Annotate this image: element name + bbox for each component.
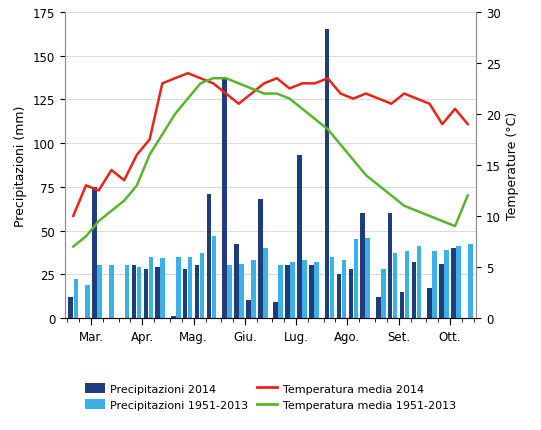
Bar bbox=[329, 257, 334, 318]
Bar bbox=[263, 249, 267, 318]
Bar bbox=[325, 31, 329, 318]
Bar bbox=[456, 247, 460, 318]
Bar bbox=[143, 269, 148, 318]
Bar bbox=[234, 245, 239, 318]
Bar bbox=[451, 249, 456, 318]
Bar bbox=[337, 275, 341, 318]
Bar bbox=[468, 245, 472, 318]
Legend: Precipitazioni 2014, Precipitazioni 1951-2013, Temperatura media 2014, Temperatu: Precipitazioni 2014, Precipitazioni 1951… bbox=[81, 379, 460, 415]
Bar bbox=[246, 301, 250, 318]
Bar bbox=[444, 250, 448, 318]
Bar bbox=[342, 261, 346, 318]
Bar bbox=[161, 259, 165, 318]
Bar bbox=[376, 297, 380, 318]
Bar bbox=[227, 266, 232, 318]
Bar bbox=[309, 266, 314, 318]
Bar bbox=[405, 252, 410, 318]
Bar bbox=[222, 79, 227, 318]
Bar bbox=[137, 267, 141, 318]
Bar bbox=[412, 262, 416, 318]
Bar bbox=[388, 214, 392, 318]
Bar bbox=[439, 264, 444, 318]
Bar bbox=[286, 266, 290, 318]
Bar bbox=[258, 200, 262, 318]
Bar bbox=[109, 266, 114, 318]
Bar bbox=[131, 266, 136, 318]
Bar bbox=[427, 289, 432, 318]
Bar bbox=[393, 254, 398, 318]
Bar bbox=[74, 280, 78, 318]
Bar bbox=[298, 156, 302, 318]
Bar bbox=[314, 262, 319, 318]
Bar bbox=[207, 194, 212, 318]
Bar bbox=[183, 269, 187, 318]
Bar bbox=[417, 247, 421, 318]
Bar bbox=[348, 269, 353, 318]
Bar bbox=[400, 292, 404, 318]
Bar bbox=[291, 262, 295, 318]
Bar bbox=[432, 252, 437, 318]
Bar bbox=[155, 267, 160, 318]
Bar bbox=[279, 266, 283, 318]
Y-axis label: Temperature (°C): Temperature (°C) bbox=[506, 111, 519, 220]
Bar bbox=[251, 261, 255, 318]
Bar bbox=[274, 302, 278, 318]
Bar bbox=[125, 266, 129, 318]
Bar bbox=[69, 297, 73, 318]
Bar bbox=[381, 269, 386, 318]
Bar bbox=[200, 254, 204, 318]
Bar bbox=[354, 240, 358, 318]
Bar bbox=[149, 257, 153, 318]
Bar bbox=[195, 266, 199, 318]
Bar bbox=[239, 264, 243, 318]
Bar bbox=[360, 214, 365, 318]
Bar bbox=[188, 257, 193, 318]
Bar bbox=[302, 261, 307, 318]
Bar bbox=[212, 236, 216, 318]
Bar bbox=[171, 316, 175, 318]
Bar bbox=[85, 285, 90, 318]
Y-axis label: Precipitazioni (mm): Precipitazioni (mm) bbox=[14, 105, 27, 226]
Bar bbox=[97, 266, 102, 318]
Bar bbox=[176, 257, 181, 318]
Bar bbox=[93, 187, 97, 318]
Bar bbox=[366, 238, 370, 318]
